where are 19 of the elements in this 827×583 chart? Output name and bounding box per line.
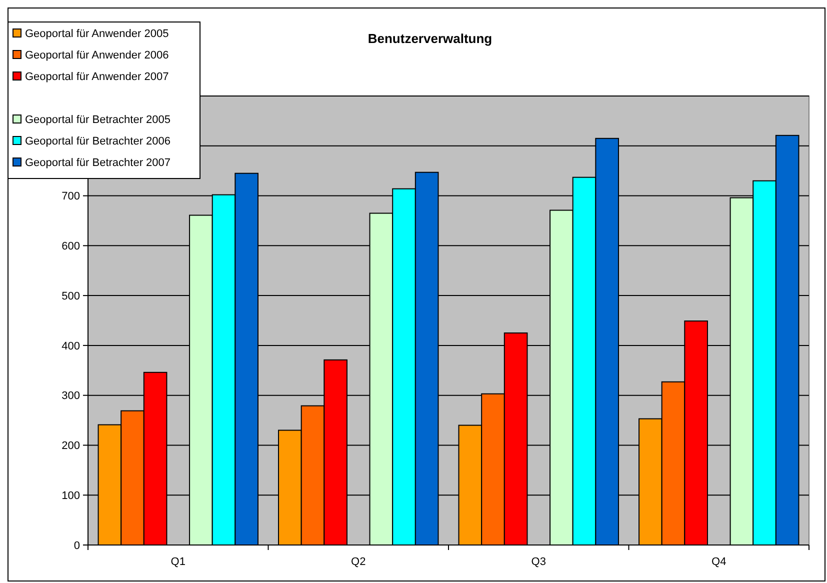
legend-label: Geoportal für Betrachter 2005: [25, 114, 171, 126]
y-tick-label: 400: [62, 340, 80, 352]
y-tick-label: 700: [62, 190, 80, 203]
y-tick-label: 100: [62, 490, 80, 502]
y-tick-label: 200: [62, 440, 80, 452]
legend-label: Geoportal für Anwender 2005: [25, 28, 169, 40]
legend-label: Geoportal für Betrachter 2007: [25, 156, 171, 169]
y-tick-label: 600: [62, 240, 80, 253]
x-tick-label: Q3: [531, 556, 546, 568]
legend-label: Geoportal für Anwender 2006: [25, 49, 169, 62]
chart-title: Benutzerverwaltung: [368, 31, 492, 46]
x-tick-label: Q4: [712, 556, 726, 568]
y-tick-label: 300: [62, 390, 80, 402]
y-tick-label: 0: [74, 540, 80, 552]
legend-label: Geoportal für Anwender 2007: [25, 70, 169, 83]
x-tick-label: Q1: [170, 556, 186, 568]
y-tick-label: 500: [62, 290, 80, 302]
legend-label: Geoportal für Betrachter 2006: [25, 135, 171, 148]
x-tick-label: Q2: [351, 556, 366, 568]
